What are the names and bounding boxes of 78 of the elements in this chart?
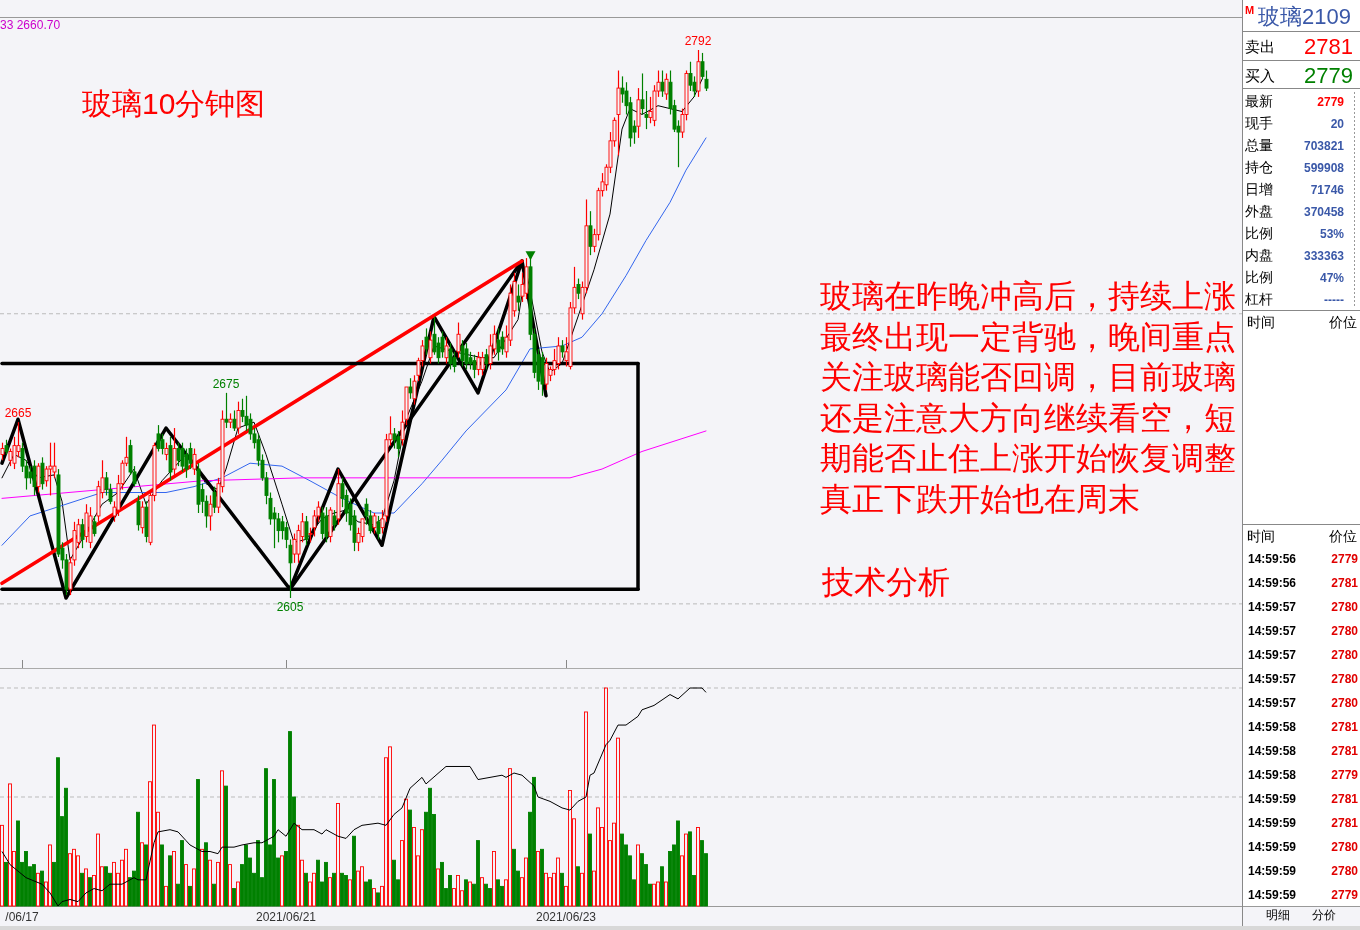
text: 技术分析	[821, 564, 950, 600]
text: 分价	[1312, 908, 1336, 922]
text: 内盘	[1245, 247, 1273, 263]
text: 14:59:59	[1248, 816, 1297, 830]
text: 333363	[1303, 249, 1345, 263]
text: 53%	[1319, 227, 1345, 241]
text: 杠杆	[1244, 291, 1273, 307]
text: 期能否止住上涨开始恢复调整	[820, 440, 1236, 477]
text: 2780	[1331, 696, 1359, 710]
annotation: 2792	[684, 34, 712, 48]
text: 2781	[1331, 816, 1359, 830]
text: -----	[1324, 293, 1344, 307]
text: 599908	[1303, 161, 1345, 175]
text: M	[1245, 4, 1255, 16]
text: 14:59:58	[1248, 744, 1297, 758]
text: 2779	[1331, 768, 1359, 782]
text: 14:59:56	[1248, 576, 1297, 590]
text: 比例	[1245, 225, 1273, 241]
text: 14:59:57	[1248, 696, 1297, 710]
text: 2780	[1331, 648, 1359, 662]
text: 2780	[1331, 672, 1359, 686]
text: 2781	[1331, 744, 1359, 758]
text: 2781	[1331, 576, 1359, 590]
annotation: 2665	[4, 406, 32, 421]
text: 2780	[1331, 840, 1359, 854]
text: 2779	[1304, 63, 1353, 88]
text: 价位	[1328, 528, 1357, 544]
text: 卖出	[1245, 38, 1275, 55]
text: 价位	[1328, 314, 1357, 330]
text: 2781	[1304, 34, 1353, 59]
text: 2781	[1331, 792, 1359, 806]
text: 玻璃在昨晚冲高后，持续上涨	[820, 278, 1236, 314]
text: 2780	[1331, 864, 1359, 878]
x-tick-label: /06/17	[5, 910, 39, 924]
text: 真正下跌开始也在周末	[820, 481, 1140, 517]
text: 现手	[1245, 115, 1273, 131]
text: 2781	[1331, 720, 1359, 734]
text: 关注玻璃能否回调，目前玻璃	[820, 359, 1236, 396]
annotation: 2605	[276, 600, 304, 614]
text: 总量	[1244, 137, 1273, 153]
text: 703821	[1303, 139, 1345, 153]
text: 14:59:57	[1248, 648, 1297, 662]
text: 最新	[1245, 93, 1273, 109]
text: 2780	[1331, 600, 1359, 614]
text: 2780	[1331, 624, 1359, 638]
text: 买入	[1245, 67, 1275, 84]
text: 20	[1330, 117, 1345, 131]
text: 14:59:58	[1248, 768, 1297, 782]
text: 14:59:59	[1248, 888, 1297, 902]
text: 14:59:58	[1248, 720, 1297, 734]
text: 14:59:59	[1248, 840, 1297, 854]
x-tick-label: 2021/06/23	[535, 910, 597, 924]
text: 71746	[1310, 183, 1345, 197]
text: 还是注意大方向继续看空，短	[820, 399, 1236, 436]
text: 14:59:56	[1248, 552, 1297, 566]
text: 日增	[1245, 181, 1273, 197]
text: 时间	[1247, 528, 1275, 544]
text: 14:59:59	[1248, 864, 1297, 878]
text: 持仓	[1245, 159, 1273, 175]
text: 14:59:59	[1248, 792, 1297, 806]
text: 2779	[1317, 95, 1345, 109]
text: 最终出现一定背驰，晚间重点	[820, 318, 1236, 355]
text: 2779	[1331, 552, 1359, 566]
text: 玻璃10分钟图	[82, 87, 266, 120]
text: 玻璃2109	[1258, 4, 1351, 29]
text: 14:59:57	[1248, 672, 1297, 686]
text: 时间	[1247, 314, 1275, 330]
text: 47%	[1319, 271, 1345, 285]
text: 14:59:57	[1248, 600, 1297, 614]
annotation: 2675	[212, 376, 240, 391]
text: 370458	[1303, 205, 1345, 219]
text: 2779	[1331, 888, 1359, 902]
text: 14:59:57	[1248, 624, 1297, 638]
text: 33 2660.70	[0, 18, 61, 32]
text: 明细	[1266, 908, 1290, 922]
text: 比例	[1245, 269, 1273, 285]
x-tick-label: 2021/06/21	[255, 910, 317, 924]
text: 外盘	[1245, 203, 1273, 219]
